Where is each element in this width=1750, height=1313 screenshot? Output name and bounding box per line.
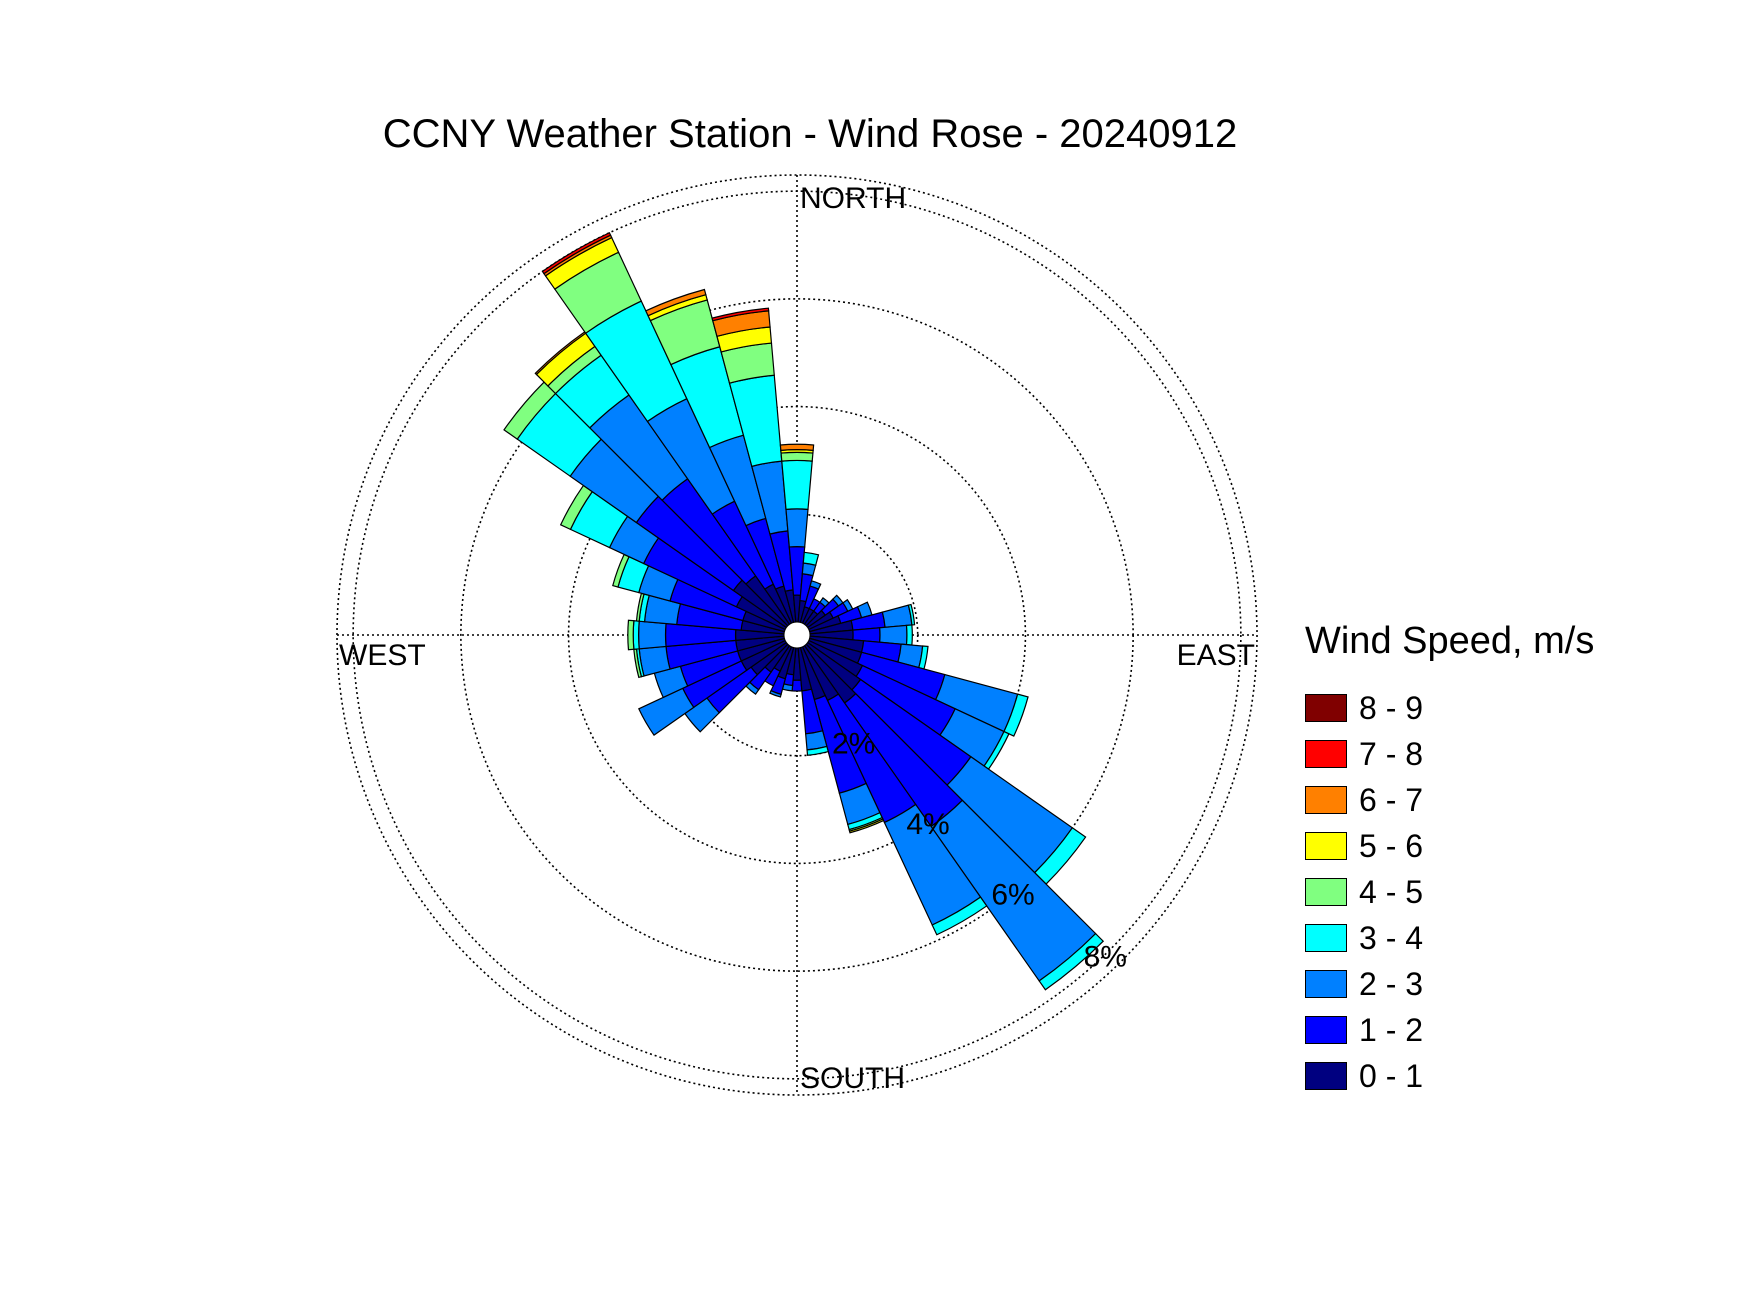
legend-items: 8 - 9 7 - 8 6 - 7 5 - 6 4 - 5 3 - 4 2 - 3 1 - 2… [1305, 685, 1725, 1099]
legend-swatch [1305, 1062, 1347, 1090]
wind-bar-190-bin-3 [802, 551, 820, 566]
legend-label: 5 - 6 [1359, 827, 1424, 864]
legend-item: 5 - 6 [1305, 823, 1725, 869]
wind-bar-260-bin-3 [907, 603, 916, 626]
legend-label: 2 - 3 [1359, 965, 1424, 1002]
wind-bar-200-bin-2 [809, 580, 822, 590]
wind-bar-180-bin-6 [779, 443, 815, 452]
wind-bar-330-bin-3 [931, 896, 988, 936]
legend-label: 7 - 8 [1359, 735, 1424, 772]
legend-label: 1 - 2 [1359, 1011, 1424, 1048]
legend-swatch [1305, 740, 1347, 768]
center-hole [783, 621, 811, 649]
wind-bar-90-bin-2 [637, 620, 667, 650]
legend: Wind Speed, m/s 8 - 9 7 - 8 6 - 7 5 - 6 4 - … [1305, 620, 1725, 1099]
wind-bar-350-bin-3 [806, 745, 829, 756]
wind-bar-290-bin-3 [1003, 693, 1029, 737]
wind-bar-270-bin-3 [905, 624, 913, 646]
legend-swatch [1305, 1016, 1347, 1044]
wind-bar-170-bin-7 [711, 307, 770, 322]
chart-title: CCNY Weather Station - Wind Rose - 20240… [382, 112, 1238, 156]
legend-swatch [1305, 786, 1347, 814]
radial-label-4: 4% [906, 808, 949, 841]
legend-title: Wind Speed, m/s [1305, 620, 1595, 662]
legend-swatch [1305, 832, 1347, 860]
wind-bar-150-bin-7 [541, 231, 612, 275]
label-north: NORTH [800, 182, 906, 215]
radial-label-8: 8% [1084, 940, 1127, 973]
legend-label: 0 - 1 [1359, 1057, 1424, 1094]
wind-bar-160-bin-6 [645, 288, 707, 317]
label-east: EAST [1177, 639, 1255, 672]
legend-label: 8 - 9 [1359, 689, 1424, 726]
wind-bar-270-bin-2 [879, 624, 908, 646]
legend-item: 1 - 2 [1305, 1007, 1725, 1053]
legend-item: 3 - 4 [1305, 915, 1725, 961]
wind-bar-260-bin-2 [881, 604, 913, 628]
legend-swatch [1305, 924, 1347, 952]
wind-bar-90-bin-4 [627, 619, 635, 651]
wind-bar-180-bin-4 [780, 451, 814, 462]
wind-bar-0-bin-1 [791, 679, 803, 692]
legend-item: 7 - 8 [1305, 731, 1725, 777]
wind-bar-180-bin-3 [781, 459, 813, 511]
legend-label: 3 - 4 [1359, 919, 1424, 956]
grid-circle-outer [336, 174, 1258, 1096]
wind-bar-320-bin-3 [1038, 932, 1105, 991]
legend-swatch [1305, 970, 1347, 998]
legend-swatch [1305, 694, 1347, 722]
legend-item: 8 - 9 [1305, 685, 1725, 731]
wind-bar-60-bin-2 [637, 687, 695, 736]
legend-label: 4 - 5 [1359, 873, 1424, 910]
legend-swatch [1305, 878, 1347, 906]
wind-bar-340-bin-5 [848, 818, 885, 834]
legend-item: 0 - 1 [1305, 1053, 1725, 1099]
legend-item: 6 - 7 [1305, 777, 1725, 823]
label-south: SOUTH [800, 1062, 905, 1095]
radial-label-2: 2% [832, 728, 875, 761]
wind-bar-20-bin-2 [769, 689, 782, 698]
wind-bar-180-bin-2 [785, 508, 809, 548]
legend-item: 4 - 5 [1305, 869, 1725, 915]
legend-label: 6 - 7 [1359, 781, 1424, 818]
polar-labels: NORTH SOUTH WEST EAST 2% 4% 6% 8% [339, 182, 1255, 1095]
label-west: WEST [339, 639, 426, 672]
wind-rose-bars [503, 231, 1105, 991]
legend-item: 2 - 3 [1305, 961, 1725, 1007]
radial-label-6: 6% [991, 878, 1034, 911]
